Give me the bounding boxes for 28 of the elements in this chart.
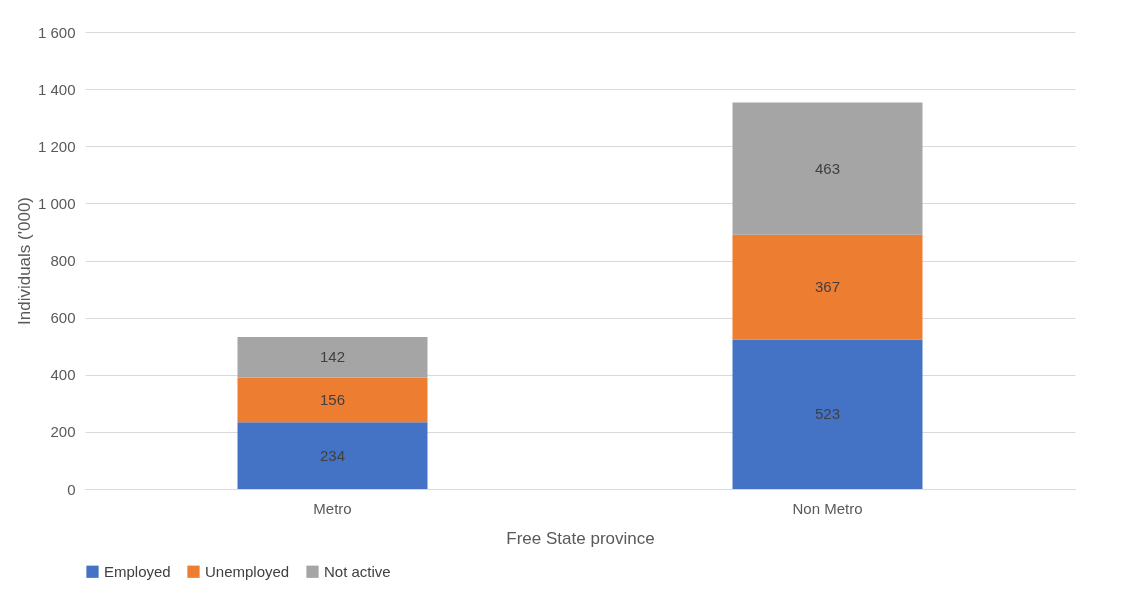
x-axis-title: Free State province xyxy=(506,528,655,548)
bar xyxy=(732,339,923,489)
bar xyxy=(237,377,428,423)
y-tick-label: 400 xyxy=(50,366,76,384)
y-tick-label: 600 xyxy=(50,309,76,327)
y-tick-label: 1 600 xyxy=(37,23,76,41)
data-label: 142 xyxy=(319,348,346,366)
data-label: 156 xyxy=(319,390,346,408)
y-tick-label: 0 xyxy=(67,480,76,498)
data-label: 367 xyxy=(814,278,841,296)
legend-label: Unemployed xyxy=(205,562,290,580)
y-tick-label: 1 200 xyxy=(37,137,76,155)
y-tick-label: 1 000 xyxy=(37,194,76,212)
data-label: 523 xyxy=(814,405,841,423)
y-tick-label: 1 400 xyxy=(37,80,76,98)
y-axis-title: Individuals ('000) xyxy=(14,197,34,325)
x-tick-label: Metro xyxy=(313,499,352,517)
y-tick-label: 200 xyxy=(50,423,76,441)
bar xyxy=(732,102,923,235)
y-tick-label: 800 xyxy=(50,252,76,269)
legend-label: Not active xyxy=(324,562,391,580)
data-label: 234 xyxy=(319,446,346,464)
x-tick-label: Non Metro xyxy=(792,499,863,517)
bar xyxy=(732,234,923,340)
legend-label: Employed xyxy=(104,562,171,580)
data-label: 463 xyxy=(814,159,841,177)
bar xyxy=(237,337,428,378)
bar xyxy=(237,422,428,489)
